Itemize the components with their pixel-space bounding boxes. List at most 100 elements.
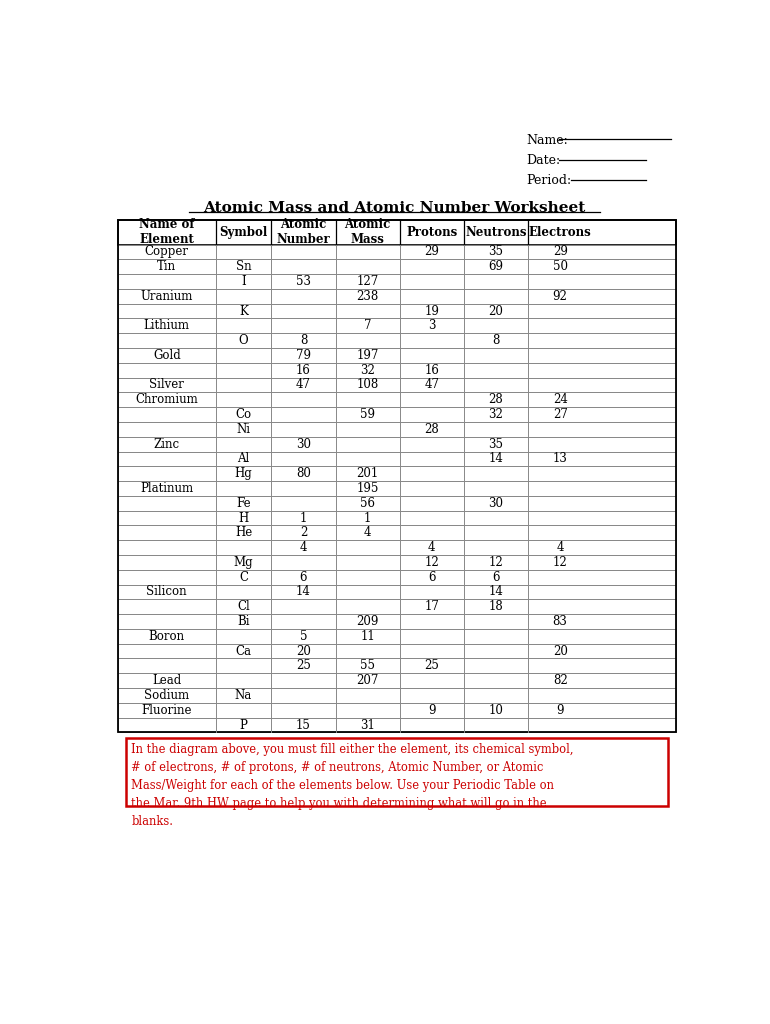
Text: Electrons: Electrons (529, 225, 591, 239)
Text: 11: 11 (360, 630, 375, 643)
Text: Sodium: Sodium (144, 689, 189, 702)
Bar (118, 392, 676, 408)
Text: 82: 82 (553, 674, 567, 687)
Text: Silver: Silver (149, 379, 184, 391)
Text: 207: 207 (357, 674, 379, 687)
Text: 83: 83 (553, 615, 567, 628)
Text: 6: 6 (300, 570, 307, 584)
Text: 209: 209 (357, 615, 379, 628)
Bar (118, 259, 676, 274)
Text: 20: 20 (296, 644, 311, 657)
Text: 4: 4 (300, 541, 307, 554)
Text: O: O (239, 334, 248, 347)
Text: 12: 12 (553, 556, 567, 569)
Text: Gold: Gold (153, 349, 181, 361)
Text: 12: 12 (489, 556, 504, 569)
Text: Lithium: Lithium (144, 319, 189, 333)
Bar (118, 614, 676, 629)
Text: 15: 15 (296, 719, 311, 731)
Text: 53: 53 (296, 275, 311, 288)
Bar (118, 688, 676, 702)
Text: 50: 50 (553, 260, 567, 273)
Text: Na: Na (235, 689, 252, 702)
Text: 8: 8 (492, 334, 500, 347)
Text: Platinum: Platinum (140, 482, 193, 495)
Bar (118, 245, 676, 259)
Text: 20: 20 (488, 304, 504, 317)
Text: Co: Co (236, 408, 252, 421)
Bar (118, 629, 676, 644)
Text: Silicon: Silicon (146, 586, 187, 598)
Text: 32: 32 (360, 364, 375, 377)
Text: 10: 10 (488, 703, 504, 717)
Text: Name:: Name: (527, 134, 568, 146)
Text: 30: 30 (488, 497, 504, 510)
Text: Fluorine: Fluorine (142, 703, 192, 717)
Text: 79: 79 (296, 349, 311, 361)
Text: 35: 35 (488, 437, 504, 451)
Bar (118, 496, 676, 511)
Text: 25: 25 (424, 659, 439, 673)
Text: Fe: Fe (236, 497, 251, 510)
Text: 9: 9 (557, 703, 564, 717)
Bar (118, 702, 676, 718)
Text: 6: 6 (492, 570, 500, 584)
Text: 13: 13 (553, 453, 567, 466)
Bar (118, 541, 676, 555)
Text: Protons: Protons (407, 225, 457, 239)
Text: 69: 69 (488, 260, 504, 273)
Text: 59: 59 (360, 408, 375, 421)
Text: 18: 18 (489, 600, 504, 613)
Bar (118, 274, 676, 289)
Text: 12: 12 (424, 556, 439, 569)
Bar (118, 673, 676, 688)
Text: 238: 238 (357, 290, 379, 303)
Text: 4: 4 (557, 541, 564, 554)
Text: Chromium: Chromium (136, 393, 198, 407)
Text: 30: 30 (296, 437, 311, 451)
Bar (118, 644, 676, 658)
Text: 4: 4 (364, 526, 371, 540)
Text: 29: 29 (553, 246, 567, 258)
Bar (118, 304, 676, 318)
Bar (118, 220, 676, 732)
Text: Cl: Cl (237, 600, 250, 613)
Text: Tin: Tin (157, 260, 176, 273)
Text: 197: 197 (357, 349, 379, 361)
Text: 31: 31 (360, 719, 375, 731)
Text: 28: 28 (424, 423, 439, 436)
Text: Atomic Mass and Atomic Number Worksheet: Atomic Mass and Atomic Number Worksheet (203, 202, 586, 215)
Text: Ni: Ni (236, 423, 250, 436)
Text: Period:: Period: (527, 174, 571, 187)
Text: 1: 1 (364, 512, 371, 524)
Bar (126, 738, 668, 806)
Text: 55: 55 (360, 659, 375, 673)
Text: Uranium: Uranium (141, 290, 193, 303)
Text: 1: 1 (300, 512, 307, 524)
Text: Sn: Sn (236, 260, 251, 273)
Text: I: I (241, 275, 246, 288)
Text: 9: 9 (428, 703, 436, 717)
Text: Atomic
Mass: Atomic Mass (344, 218, 391, 246)
Bar (118, 481, 676, 496)
Text: Copper: Copper (145, 246, 189, 258)
Text: 195: 195 (357, 482, 379, 495)
Bar (118, 408, 676, 422)
Text: Mg: Mg (233, 556, 253, 569)
Text: 4: 4 (428, 541, 436, 554)
Text: Symbol: Symbol (219, 225, 268, 239)
Bar (118, 422, 676, 436)
Text: 80: 80 (296, 467, 311, 480)
Text: Atomic
Number: Atomic Number (276, 218, 330, 246)
Bar (118, 585, 676, 599)
Bar (118, 511, 676, 525)
Text: 14: 14 (296, 586, 311, 598)
Bar (118, 362, 676, 378)
Text: K: K (239, 304, 248, 317)
Text: 8: 8 (300, 334, 307, 347)
Text: 47: 47 (424, 379, 440, 391)
Text: Name of
Element: Name of Element (139, 218, 195, 246)
Text: 16: 16 (424, 364, 439, 377)
Text: Ca: Ca (236, 644, 252, 657)
Text: 14: 14 (488, 586, 504, 598)
